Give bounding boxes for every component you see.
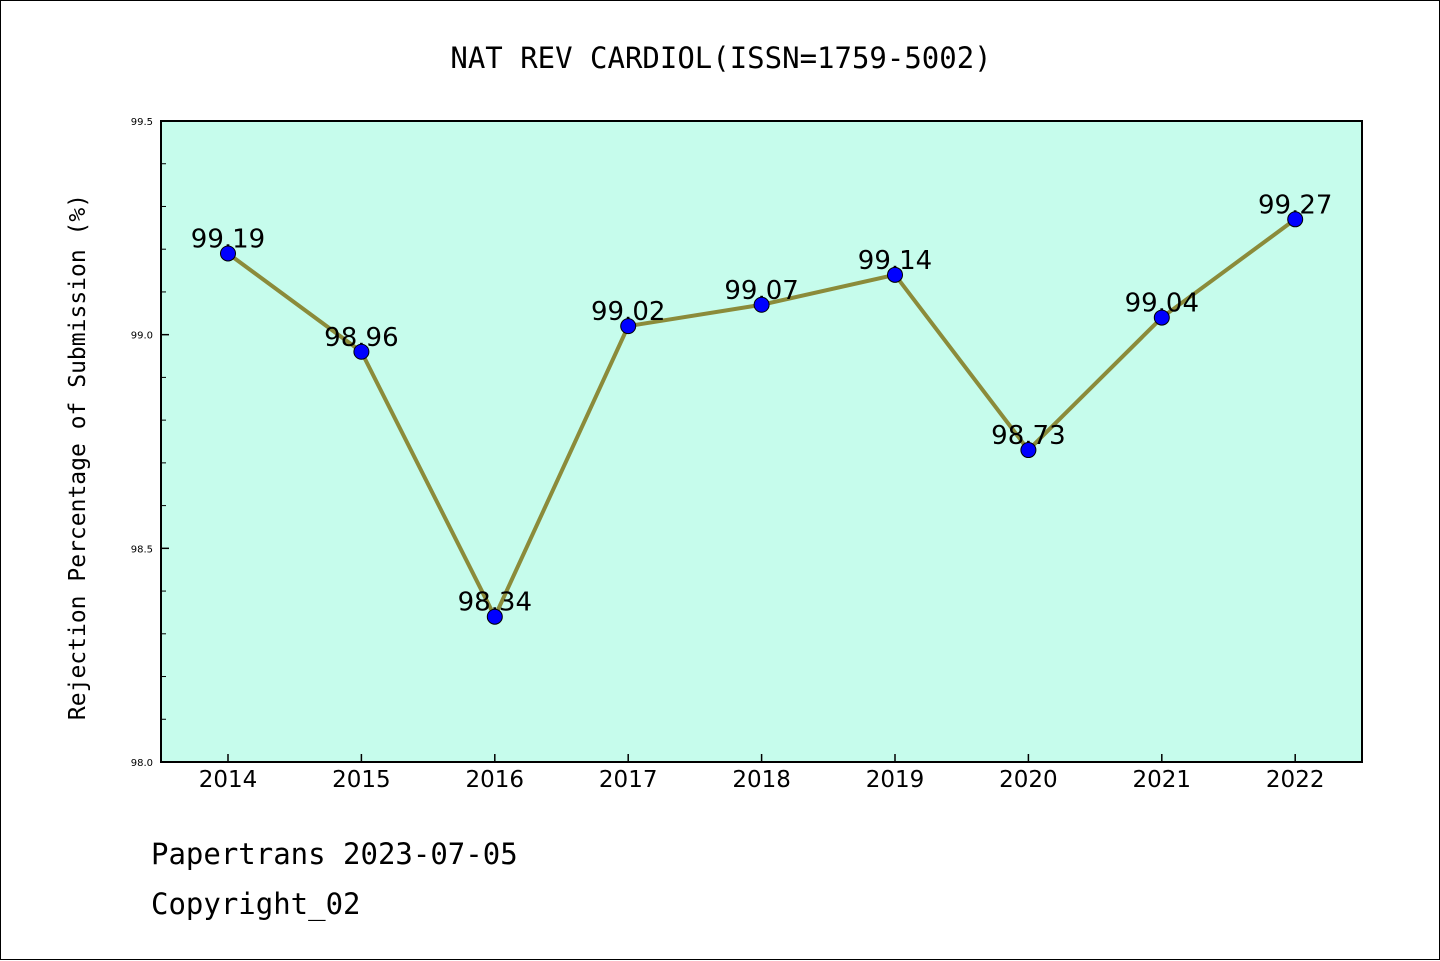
data-point-marker: [486, 608, 503, 625]
axis-ticks: 98.0 98.5 99.0 99.5 2014 2015 2016 2017 2018 2019…: [131, 117, 1325, 793]
plot-area: [160, 120, 1363, 763]
data-point-marker: [1153, 309, 1170, 326]
x-tick-label: 2016: [466, 767, 525, 793]
footer-copyright: Copyright_02: [151, 887, 361, 921]
data-point-marker: [1020, 442, 1037, 459]
x-tick-label: 2021: [1133, 767, 1192, 793]
data-point-marker: [1287, 211, 1304, 228]
x-tick-label: 2014: [199, 767, 258, 793]
data-point-marker: [753, 296, 770, 313]
y-axis-label: Rejection Percentage of Submission (%): [65, 194, 91, 720]
x-tick-label: 2018: [732, 767, 791, 793]
y-tick-label: 98.0: [131, 758, 153, 769]
x-tick-label: 2017: [599, 767, 658, 793]
y-tick-label: 98.5: [131, 544, 153, 555]
x-tick-label: 2015: [332, 767, 391, 793]
x-tick-label: 2020: [999, 767, 1058, 793]
y-tick-label: 99.5: [131, 117, 153, 128]
data-point-marker: [353, 343, 370, 360]
data-point-marker: [620, 318, 637, 335]
chart-title: NAT REV CARDIOL(ISSN=1759-5002): [450, 41, 991, 75]
data-point-marker: [220, 245, 236, 262]
data-labels: 99.1998.9698.3499.0299.0799.1498.7399.04…: [191, 190, 1332, 625]
footer-date-stamp: Papertrans 2023-07-05: [151, 837, 518, 871]
data-point-marker: [887, 266, 903, 283]
x-tick-label: 2022: [1266, 767, 1325, 793]
x-tick-label: 2019: [866, 767, 925, 793]
y-tick-label: 99.0: [131, 331, 153, 342]
